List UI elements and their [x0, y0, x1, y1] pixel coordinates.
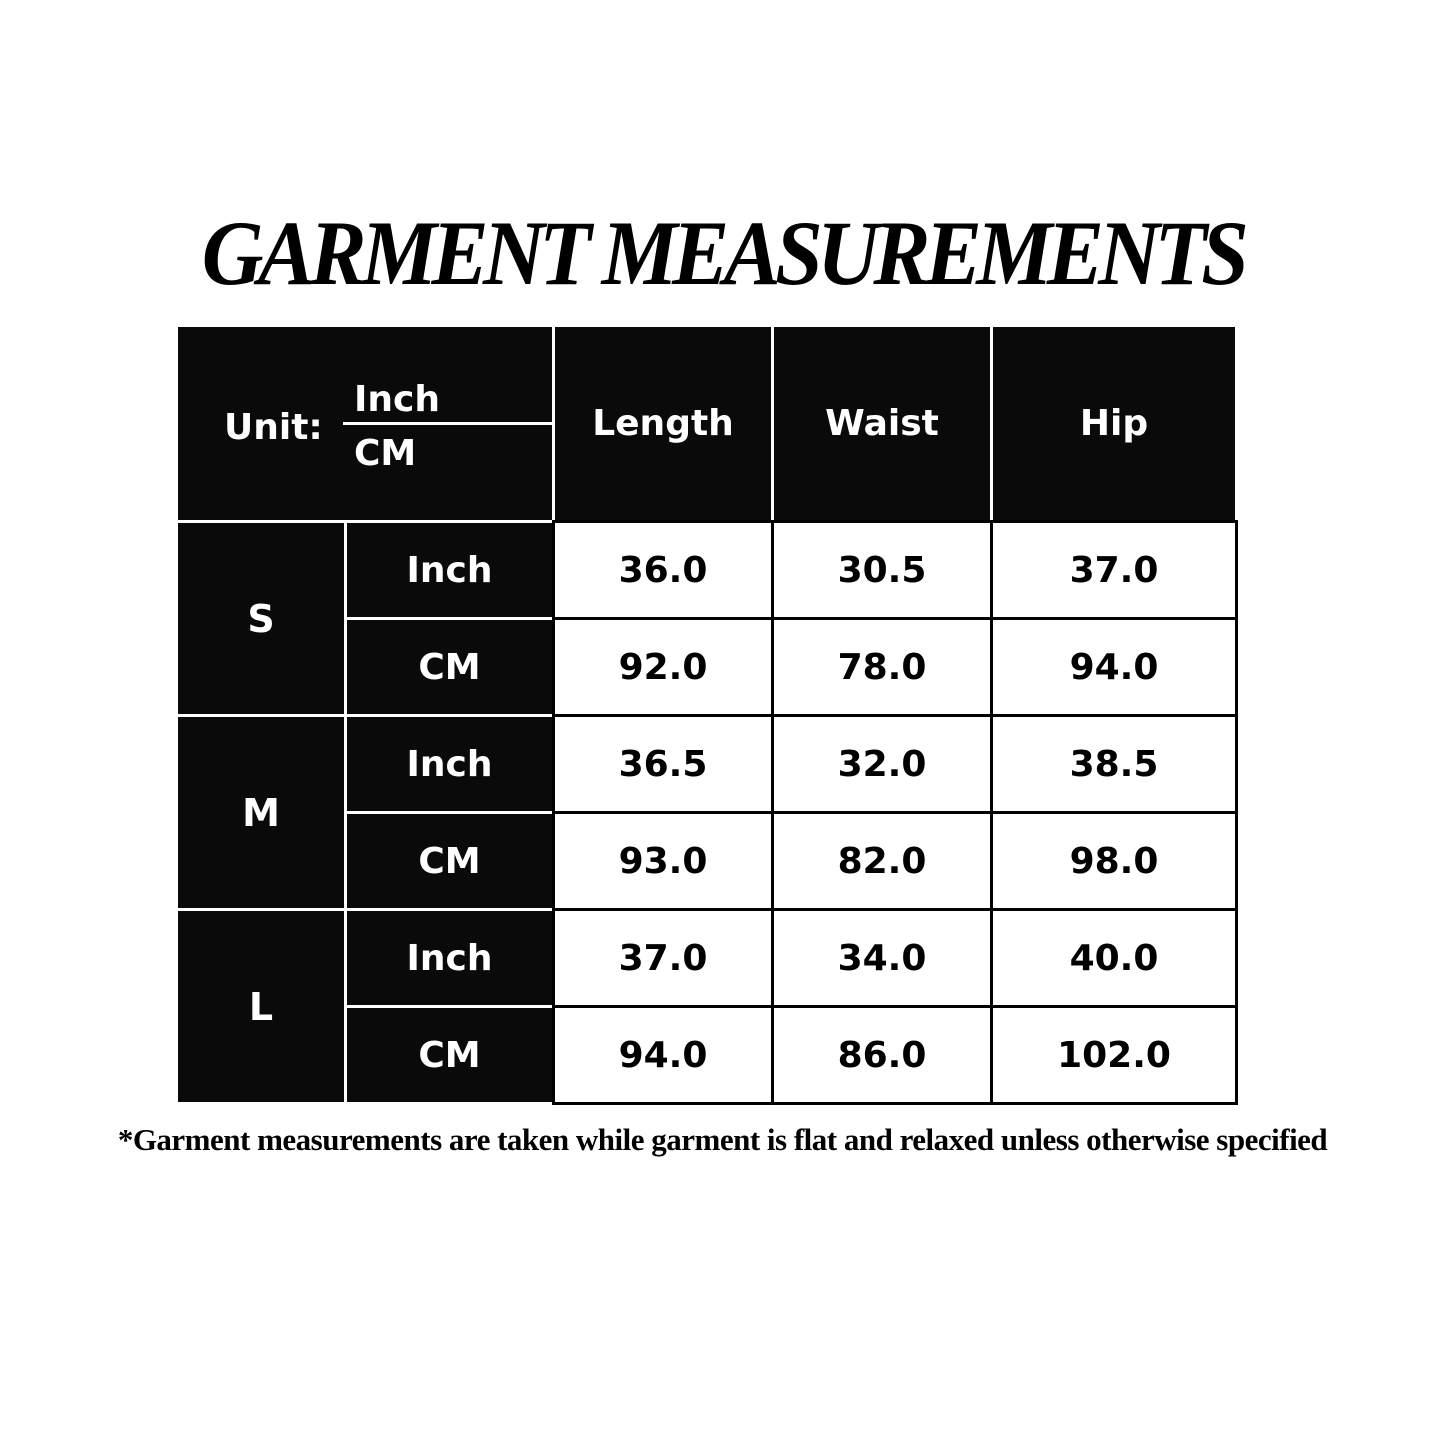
value-cell: 32.0 — [771, 714, 993, 814]
value-cell: 38.5 — [990, 714, 1238, 814]
value-cell: 30.5 — [771, 520, 993, 620]
unit-cm-label: CM — [354, 433, 417, 474]
value-cell: 36.0 — [552, 520, 774, 620]
value-cell: 92.0 — [552, 617, 774, 717]
header-hip: Hip — [993, 327, 1235, 520]
unit-cell: CM — [347, 814, 552, 908]
unit-cell: Inch — [347, 717, 552, 811]
value-cell: 93.0 — [552, 811, 774, 911]
footnote: *Garment measurements are taken while ga… — [117, 1122, 1328, 1157]
value-cell: 94.0 — [990, 617, 1238, 717]
value-cell: 82.0 — [771, 811, 993, 911]
value-cell: 40.0 — [990, 908, 1238, 1008]
value-cell: 94.0 — [552, 1005, 774, 1105]
value-cell: 102.0 — [990, 1005, 1238, 1105]
value-cell: 36.5 — [552, 714, 774, 814]
size-chart-table: Unit: Inch CM Length Waist Hip S Inch 36… — [178, 327, 1238, 1105]
unit-cell: Inch — [347, 523, 552, 617]
value-cell: 37.0 — [990, 520, 1238, 620]
value-cell: 98.0 — [990, 811, 1238, 911]
unit-cell: Inch — [347, 911, 552, 1005]
size-label-s: S — [178, 523, 344, 714]
header-waist: Waist — [774, 327, 990, 520]
value-cell: 86.0 — [771, 1005, 993, 1105]
value-cell: 78.0 — [771, 617, 993, 717]
page-title: GARMENT MEASUREMENTS — [201, 202, 1249, 304]
unit-cell: CM — [347, 1008, 552, 1102]
size-label-m: M — [178, 717, 344, 908]
unit-inch-label: Inch — [354, 379, 440, 420]
unit-cell: CM — [347, 620, 552, 714]
header-length: Length — [555, 327, 771, 520]
value-cell: 34.0 — [771, 908, 993, 1008]
value-cell: 37.0 — [552, 908, 774, 1008]
unit-header-cell: Unit: Inch CM — [178, 327, 552, 520]
unit-label: Unit: — [224, 407, 323, 448]
unit-divider — [343, 422, 552, 425]
size-label-l: L — [178, 911, 344, 1102]
